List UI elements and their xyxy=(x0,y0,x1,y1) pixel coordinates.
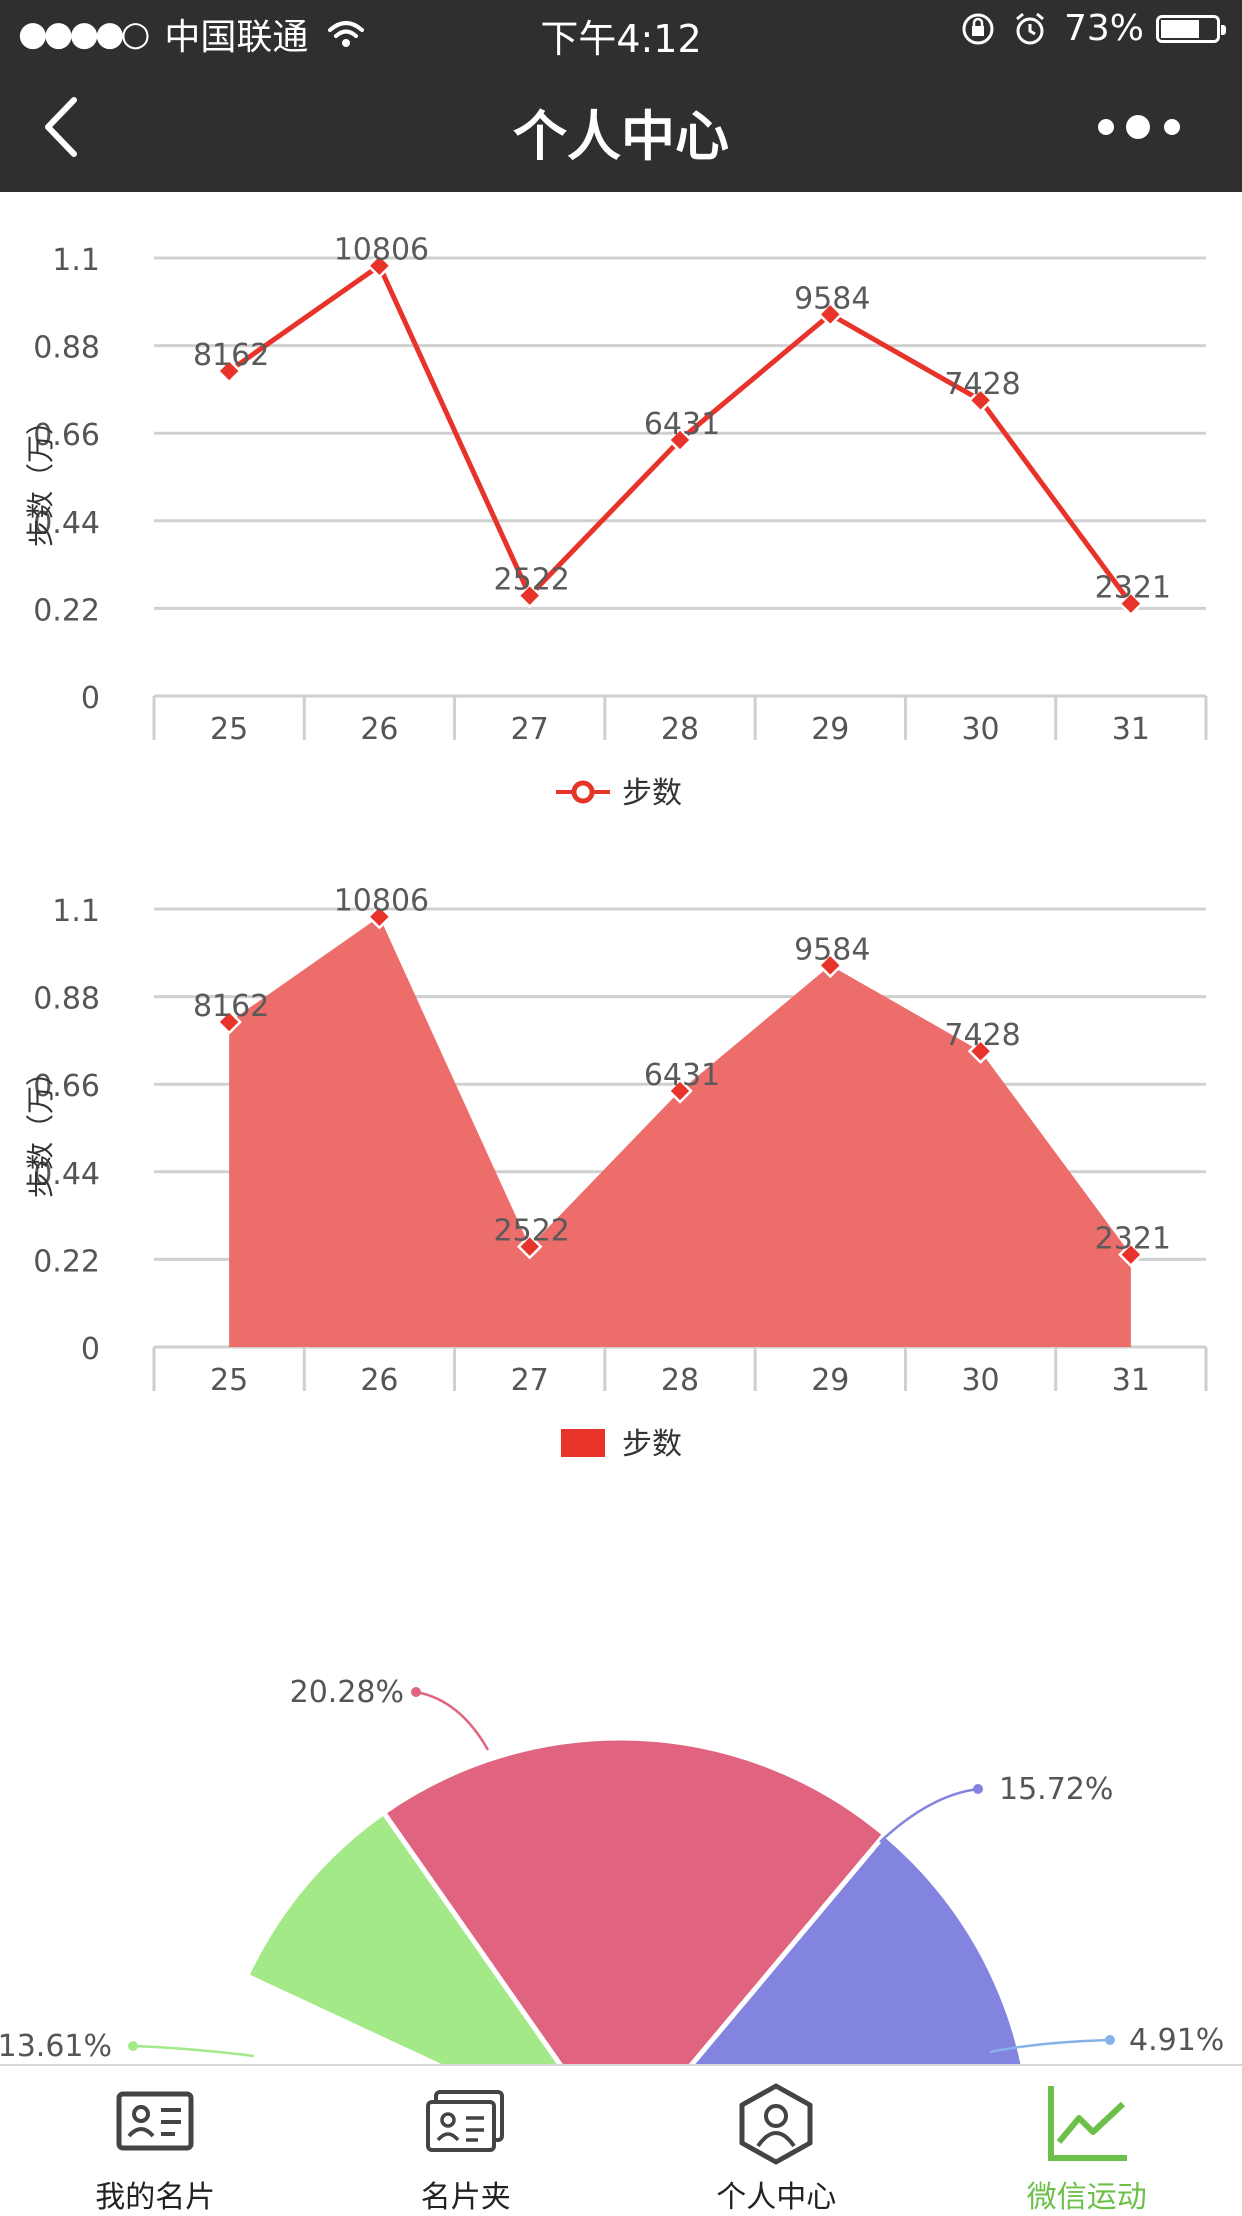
battery-percentage: 73% xyxy=(1064,8,1144,49)
pie-leader-dot xyxy=(1105,2035,1115,2045)
y-axis-label: 步数（万） xyxy=(24,407,57,547)
tab-label: 个人中心 xyxy=(621,2172,932,2216)
id-card-icon xyxy=(107,2080,203,2170)
data-label: 9584 xyxy=(794,281,870,316)
legend-swatch-marker xyxy=(574,783,592,801)
tab-bar: 我的名片 名片夹 个人中心 微信运动 xyxy=(0,2064,1242,2210)
pie-leader-dot xyxy=(973,1784,983,1794)
pie-label: 13.61% xyxy=(0,2029,112,2064)
area-fill xyxy=(229,917,1131,1347)
pie-label: 20.28% xyxy=(290,1675,404,1710)
x-tick-label: 30 xyxy=(961,1363,999,1398)
data-label: 6431 xyxy=(644,407,720,442)
tab-my-card[interactable]: 我的名片 xyxy=(0,2066,311,2210)
user-hexagon-icon xyxy=(728,2080,824,2170)
trend-chart-icon xyxy=(1039,2080,1135,2170)
x-tick-label: 31 xyxy=(1112,1363,1150,1398)
legend-swatch xyxy=(561,1429,605,1457)
data-label: 2522 xyxy=(494,563,570,598)
card-holder-icon xyxy=(418,2080,514,2170)
data-label: 8162 xyxy=(193,338,269,373)
pie-leader-line xyxy=(133,2046,254,2056)
battery-icon xyxy=(1156,15,1220,43)
x-tick-label: 25 xyxy=(210,712,248,747)
data-label: 6431 xyxy=(644,1058,720,1093)
data-label: 7428 xyxy=(944,1018,1020,1053)
y-tick-label: 0 xyxy=(81,681,100,716)
x-tick-label: 29 xyxy=(811,712,849,747)
x-tick-label: 25 xyxy=(210,1363,248,1398)
tab-label: 我的名片 xyxy=(0,2172,311,2216)
y-tick-label: 0 xyxy=(81,1332,100,1367)
tab-wechat-sport[interactable]: 微信运动 xyxy=(932,2066,1242,2210)
pie-leader-line xyxy=(416,1692,488,1750)
x-tick-label: 26 xyxy=(360,712,398,747)
pie-leader-dot xyxy=(128,2041,138,2051)
pie-label: 15.72% xyxy=(999,1772,1113,1807)
x-tick-label: 29 xyxy=(811,1363,849,1398)
legend-label: 步数 xyxy=(622,776,682,811)
x-tick-label: 27 xyxy=(511,1363,549,1398)
pie-leader-line xyxy=(880,1789,978,1842)
y-tick-label: 0.22 xyxy=(33,1244,100,1279)
tab-personal-center[interactable]: 个人中心 xyxy=(621,2066,932,2210)
data-label: 10806 xyxy=(334,884,429,919)
x-tick-label: 27 xyxy=(511,712,549,747)
pie-label: 4.91% xyxy=(1129,2023,1224,2058)
nav-bar: 个人中心 xyxy=(0,62,1242,192)
x-tick-label: 26 xyxy=(360,1363,398,1398)
x-tick-label: 31 xyxy=(1112,712,1150,747)
data-label: 2321 xyxy=(1095,1222,1171,1257)
pie-leader-dot xyxy=(411,1687,421,1697)
y-tick-label: 0.22 xyxy=(33,593,100,628)
y-tick-label: 1.1 xyxy=(52,243,100,278)
tab-label: 微信运动 xyxy=(932,2172,1242,2216)
x-tick-label: 30 xyxy=(961,712,999,747)
x-tick-label: 28 xyxy=(661,1363,699,1398)
data-label: 8162 xyxy=(193,989,269,1024)
y-tick-label: 0.88 xyxy=(33,982,100,1017)
alarm-icon xyxy=(1012,11,1048,47)
top-bar: ●●●●○ 中国联通 下午4:12 73% xyxy=(0,0,1242,192)
y-axis-label: 步数（万） xyxy=(24,1058,57,1198)
data-label: 2522 xyxy=(494,1214,570,1249)
data-label: 2321 xyxy=(1095,571,1171,606)
status-bar: ●●●●○ 中国联通 下午4:12 73% xyxy=(0,0,1242,62)
y-tick-label: 0.88 xyxy=(33,331,100,366)
chart-pie: 20.28% 15.72% 4.91% 13.61% xyxy=(0,1675,1224,2064)
tab-card-holder[interactable]: 名片夹 xyxy=(311,2066,622,2210)
y-tick-label: 1.1 xyxy=(52,894,100,929)
data-label: 7428 xyxy=(944,367,1020,402)
tab-label: 名片夹 xyxy=(311,2172,622,2216)
legend-label: 步数 xyxy=(622,1427,682,1462)
rotation-lock-icon xyxy=(960,11,996,47)
data-label: 10806 xyxy=(334,233,429,268)
x-tick-label: 28 xyxy=(661,712,699,747)
page-title: 个人中心 xyxy=(0,92,1242,171)
more-options-icon[interactable] xyxy=(1082,102,1202,152)
data-label: 9584 xyxy=(794,932,870,967)
